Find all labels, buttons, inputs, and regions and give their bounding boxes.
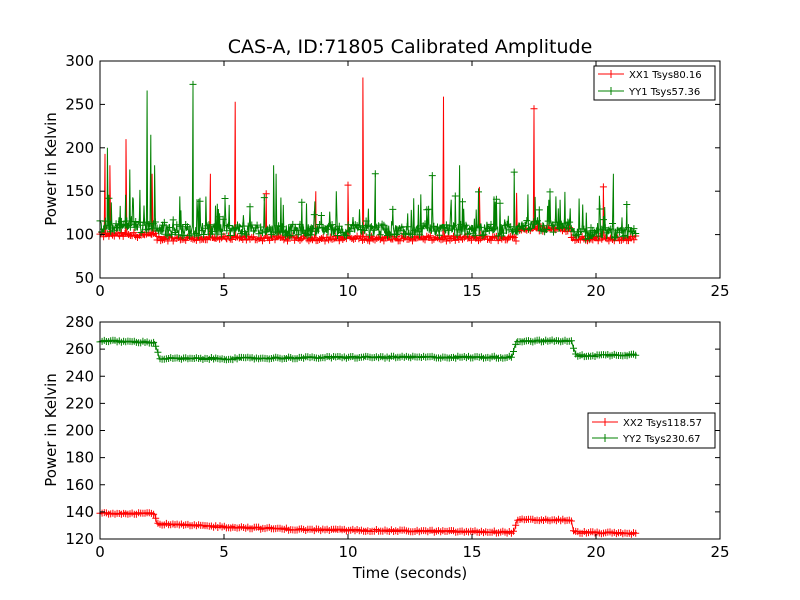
chart-title: CAS-A, ID:71805 Calibrated Amplitude xyxy=(228,36,593,58)
y-tick-label: 260 xyxy=(65,340,94,358)
y-tick-label: 140 xyxy=(65,503,94,521)
x-tick-label: 25 xyxy=(710,282,729,300)
axes-frame xyxy=(99,60,721,279)
x-tick-label: 0 xyxy=(95,543,105,561)
y-tick-label: 120 xyxy=(65,530,94,548)
x-tick-label: 10 xyxy=(338,282,357,300)
legend-box xyxy=(587,412,716,449)
x-tick-label: 5 xyxy=(219,282,229,300)
y-axis-ticks: 50 100 150 200 250 300 xyxy=(65,52,720,287)
legend-marker-yy1 xyxy=(607,87,615,95)
x-tick-label: 10 xyxy=(338,543,357,561)
legend-box xyxy=(593,65,716,101)
y-tick-label: 100 xyxy=(65,226,94,244)
y-axis-label: Power in Kelvin xyxy=(42,112,60,226)
y-axis-ticks: 120 140 160 180 200 220 240 260 280 xyxy=(65,313,720,548)
y-tick-label: 250 xyxy=(65,95,94,113)
x-axis-ticks: 0 5 10 15 20 25 xyxy=(95,322,730,561)
legend-marker-yy2 xyxy=(601,434,609,442)
legend-marker-xx2 xyxy=(601,418,609,426)
y-tick-label: 180 xyxy=(65,449,94,467)
y-tick-label: 160 xyxy=(65,476,94,494)
x-tick-label: 5 xyxy=(219,543,229,561)
x-tick-label: 20 xyxy=(586,282,605,300)
legend-label-yy1: YY1 Tsys57.36 xyxy=(628,87,700,98)
legend: XX2 Tsys118.57 YY2 Tsys230.67 xyxy=(587,412,716,449)
y-tick-label: 240 xyxy=(65,367,94,385)
plot-area xyxy=(96,77,640,245)
x-tick-label: 0 xyxy=(95,282,105,300)
x-tick-label: 15 xyxy=(462,543,481,561)
series-yy1 xyxy=(96,80,640,243)
y-tick-label: 200 xyxy=(65,139,94,157)
y-tick-label: 220 xyxy=(65,394,94,412)
x-tick-label: 25 xyxy=(710,543,729,561)
legend-label-yy2: YY2 Tsys230.67 xyxy=(622,434,701,445)
x-axis-ticks: 0 5 10 15 20 25 xyxy=(95,61,730,300)
y-tick-label: 280 xyxy=(65,313,94,331)
legend-marker-xx1 xyxy=(607,70,615,78)
y-axis-label: Power in Kelvin xyxy=(42,373,60,487)
series-yy2 xyxy=(96,336,640,364)
x-axis-label: Time (seconds) xyxy=(352,564,468,582)
chart-bottom: Power in Kelvin Time (seconds) 0 5 10 15 20 2… xyxy=(42,313,730,582)
legend: XX1 Tsys80.16 YY1 Tsys57.36 xyxy=(593,65,716,101)
y-tick-label: 150 xyxy=(65,182,94,200)
legend-label-xx1: XX1 Tsys80.16 xyxy=(629,70,702,81)
x-tick-label: 20 xyxy=(586,543,605,561)
legend-label-xx2: XX2 Tsys118.57 xyxy=(623,418,702,429)
y-tick-label: 300 xyxy=(65,52,94,70)
chart-top: CAS-A, ID:71805 Calibrated Amplitude Pow… xyxy=(42,36,730,300)
x-tick-label: 15 xyxy=(462,282,481,300)
y-tick-label: 50 xyxy=(75,269,94,287)
y-tick-label: 200 xyxy=(65,422,94,440)
